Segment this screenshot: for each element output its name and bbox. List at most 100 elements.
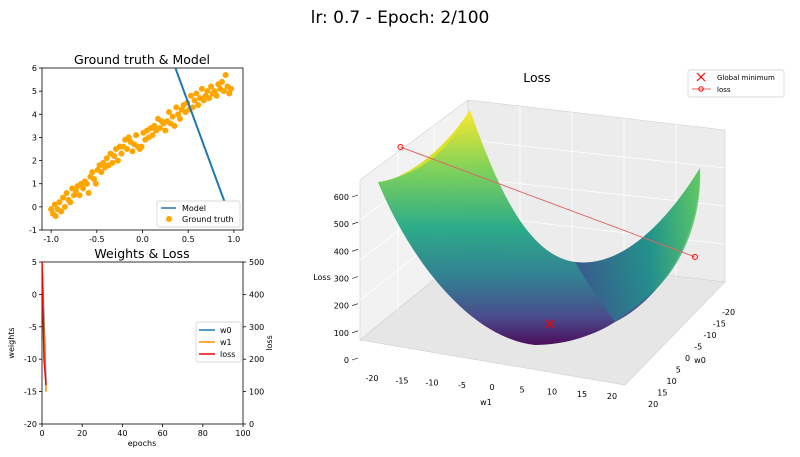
gt-point (60, 194, 67, 201)
loss3d-loss-tick-mark (351, 276, 359, 279)
wl-ytick-right-label: 0 (249, 420, 254, 429)
wl-ytick-label: 0 (32, 290, 37, 299)
wl-ytick-right-label: 100 (249, 388, 264, 397)
loss3d-path-line (400, 146, 696, 258)
weights-loss-panel: Weights & Loss 0 20 40 60 80 100 -20 -15 -10 -5 0… (7, 246, 274, 448)
loss3d-loss-tick-label: 200 (334, 302, 349, 311)
gt-point (195, 102, 202, 109)
wl-xtick-label: 80 (198, 429, 208, 438)
gt-point (103, 155, 110, 162)
loss3d-loss-tick-mark (351, 330, 359, 334)
loss3d-loss-tick-label: 100 (334, 329, 349, 338)
gt-point (100, 159, 107, 166)
loss3d-xlabel: w1 (480, 398, 492, 407)
loss3d-legend: Global minimum loss (687, 69, 785, 98)
loss-surface-panel: Loss (313, 69, 785, 409)
wl-xtick-label: 60 (158, 429, 168, 438)
gt-legend: Model Ground truth (156, 200, 241, 228)
loss3d-w1-ticks: -20 -15 -10 -5 0 5 10 15 20 (365, 374, 617, 401)
gt-point (204, 88, 211, 95)
gt-point (165, 108, 172, 115)
figure-title: lr: 0.7 - Epoch: 2/100 (311, 8, 490, 28)
gt-point (70, 192, 77, 199)
wl-xtick-label: 0 (39, 429, 44, 438)
gt-point (156, 125, 163, 132)
wl-y-ticks-right: 0 100 200 300 400 500 (243, 258, 264, 429)
gt-ytick-label: 1 (32, 180, 37, 189)
gt-point (228, 85, 235, 92)
loss3d-w0-tick-label: 5 (676, 366, 681, 375)
gt-point (72, 187, 79, 194)
wl-xlabel: epochs (128, 439, 157, 448)
gt-xtick-label: -0.5 (89, 235, 105, 244)
gt-point (193, 90, 200, 97)
loss3d-w1-tick-label: 5 (519, 385, 524, 394)
gt-point (109, 159, 116, 166)
gt-point (133, 132, 140, 139)
loss3d-legend-min-label: Global minimum (717, 74, 775, 82)
legend-loss-marker (698, 86, 704, 92)
loss3d-loss-tick-mark (351, 221, 359, 225)
wl-ytick-label: 5 (32, 258, 37, 267)
loss3d-w1-tick-label: -20 (365, 374, 378, 383)
gt-point (220, 88, 227, 95)
loss3d-loss-tick-label: 400 (334, 247, 349, 256)
gt-y-ticks: -1 0 1 2 3 4 5 6 (29, 64, 42, 235)
gt-xtick-label: -1.0 (43, 235, 59, 244)
wl-legend-w0-label: w0 (220, 326, 232, 335)
wl-legend: w0 w1 loss (195, 321, 242, 363)
gt-point (149, 132, 156, 139)
wl-y-ticks: -20 -15 -10 -5 0 5 (24, 258, 42, 429)
wl-ytick-label: -10 (24, 355, 37, 364)
gt-point (125, 134, 132, 141)
loss3d-w0-tick-label: 15 (657, 389, 667, 398)
loss3d-loss-tick-mark (351, 249, 359, 252)
gt-point (85, 189, 92, 196)
gt-point (123, 146, 130, 152)
wl-ytick-right-label: 300 (249, 323, 264, 332)
gt-point (76, 192, 83, 199)
gt-point (211, 88, 218, 95)
gt-point (48, 206, 55, 213)
gt-point (114, 157, 121, 164)
wl-ytick-right-label: 400 (249, 290, 264, 299)
gt-point (52, 213, 59, 220)
loss3d-title: Loss (523, 70, 550, 85)
wl-legend-loss-label: loss (220, 350, 235, 359)
wl-title: Weights & Loss (94, 246, 189, 261)
gt-point (138, 143, 145, 150)
gt-point (175, 111, 182, 118)
gt-ytick-label: 3 (32, 133, 37, 142)
loss3d-loss-tick-label: 0 (344, 356, 349, 365)
loss3d-w0-tick-label: 10 (667, 377, 677, 386)
wl-ylabel: weights (7, 327, 16, 358)
loss3d-zlabel: Loss (313, 273, 331, 282)
gt-point (176, 115, 183, 122)
gt-point (218, 78, 225, 85)
gt-point (222, 71, 229, 78)
loss3d-w1-tick-label: 15 (577, 390, 587, 399)
loss3d-w1-tick-label: 10 (547, 388, 557, 397)
gt-point (61, 203, 68, 210)
gt-legend-ground-truth-label: Ground truth (182, 215, 234, 224)
loss3d-loss-tick-mark (351, 303, 359, 306)
loss3d-w1-tick-label: -5 (458, 381, 466, 390)
gt-point (51, 201, 58, 208)
gt-ytick-label: 6 (32, 64, 37, 73)
gt-point (191, 97, 198, 104)
loss3d-w0-tick-label: -20 (722, 308, 735, 317)
wl-marks (42, 262, 47, 392)
gt-point (213, 92, 220, 99)
gt-point (200, 97, 207, 104)
wl-x-ticks: 0 20 40 60 80 100 (39, 424, 251, 438)
loss3d-loss-tick-mark (351, 357, 359, 361)
gt-point (208, 83, 215, 90)
gt-title: Ground truth & Model (74, 52, 210, 67)
gt-point (187, 92, 194, 99)
gt-point (92, 180, 99, 187)
gt-point (151, 122, 158, 129)
ground-truth-panel: Ground truth & Model -1.0 -0.5 0.0 0.5 1.0 -… (29, 52, 244, 244)
gt-point (206, 95, 213, 102)
wl-ytick-label: -15 (24, 388, 37, 397)
